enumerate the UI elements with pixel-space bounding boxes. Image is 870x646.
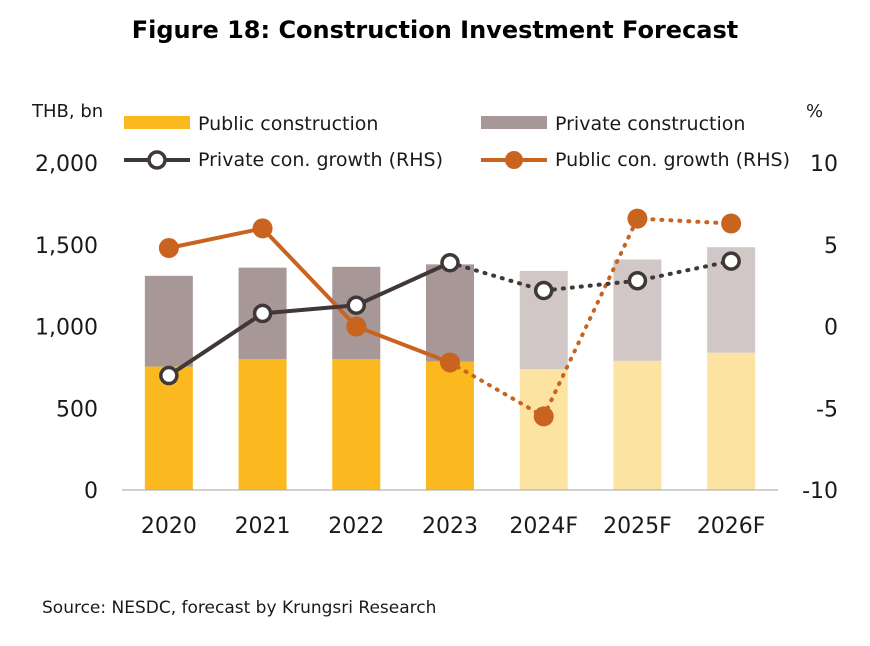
legend-marker-private-growth [147, 150, 167, 170]
left-tick-label: 2,000 [35, 152, 98, 177]
bar-public-construction [707, 352, 756, 490]
public-growth-point [252, 218, 273, 239]
private-growth-point [533, 280, 554, 301]
right-tick-label: -5 [816, 397, 838, 422]
left-tick-label: 1,500 [35, 234, 98, 259]
private-growth-point [252, 303, 273, 324]
legend: Public construction Private construction… [124, 113, 790, 171]
bar-public-construction [238, 359, 287, 490]
bar-private-construction [144, 275, 193, 367]
left-tick-label: 1,000 [35, 316, 98, 341]
right-axis-unit-label: % [806, 101, 823, 122]
legend-marker-public-growth [505, 151, 523, 169]
right-tick-label: 5 [824, 234, 838, 259]
right-tick-label: 10 [810, 152, 838, 177]
legend-label-public-growth: Public con. growth (RHS) [555, 149, 790, 171]
bar-public-construction [426, 361, 474, 490]
public-growth-line-actual [168, 226, 451, 365]
right-tick-label: 0 [824, 316, 838, 341]
legend-swatch-public-construction [124, 116, 190, 129]
public-growth-point [346, 316, 367, 337]
public-growth-point [627, 208, 648, 229]
public-growth-point [533, 406, 554, 427]
right-tick-label: -10 [802, 479, 838, 504]
x-tick-label: 2025F [603, 514, 672, 539]
x-tick-label: 2022 [328, 514, 384, 539]
x-tick-label: 2024F [509, 514, 578, 539]
left-tick-label: 0 [84, 479, 98, 504]
bar-public-construction [144, 366, 193, 490]
legend-label-private-growth: Private con. growth (RHS) [198, 149, 443, 171]
source-note: Source: NESDC, forecast by Krungsri Rese… [42, 598, 437, 618]
public-growth-point [158, 238, 179, 259]
bar-private-construction [426, 264, 474, 362]
private-growth-line-forecast [448, 259, 734, 293]
chart-title: Figure 18: Construction Investment Forec… [131, 16, 739, 44]
private-growth-point [346, 295, 367, 315]
legend-label-private-construction: Private construction [555, 113, 745, 135]
left-tick-label: 500 [56, 397, 98, 422]
public-growth-line-forecast [448, 216, 734, 420]
x-tick-label: 2026F [697, 514, 766, 539]
x-tick-label: 2023 [422, 514, 478, 539]
private-growth-point [627, 270, 648, 291]
x-tick-label: 2020 [141, 514, 197, 539]
private-growth-point [721, 251, 741, 271]
left-axis-unit-label: THB, bn [31, 101, 103, 122]
public-growth-point [721, 213, 742, 234]
public-growth-point [440, 352, 460, 373]
private-growth-point [159, 365, 179, 386]
private-growth-point [440, 252, 460, 273]
private-growth-line-actual [167, 260, 451, 378]
bar-public-construction [332, 359, 381, 490]
legend-label-public-construction: Public construction [198, 113, 378, 135]
x-tick-label: 2021 [235, 514, 291, 539]
bar-public-construction [613, 360, 662, 490]
legend-swatch-private-construction [481, 116, 547, 129]
bar-public-construction [519, 369, 568, 490]
